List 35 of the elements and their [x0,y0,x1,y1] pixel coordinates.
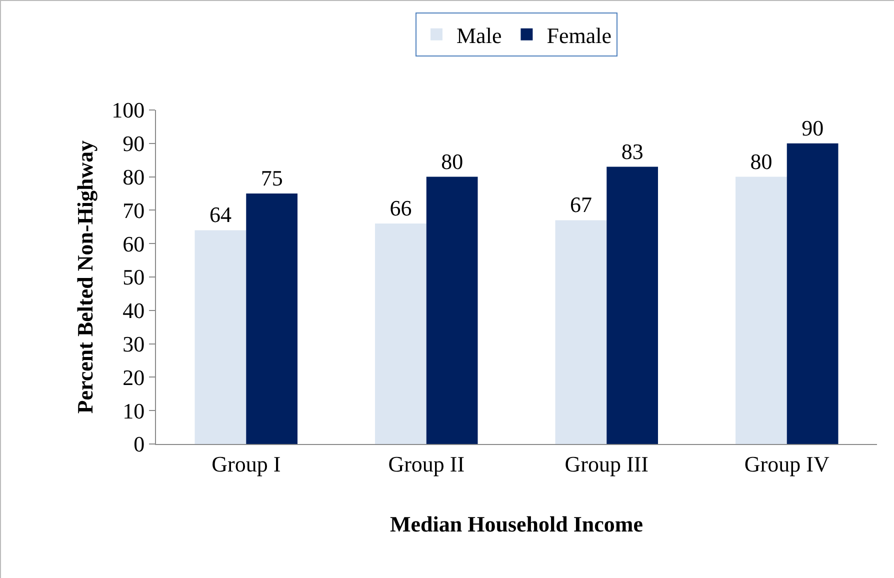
bar [736,176,787,444]
data-label: 80 [441,148,464,174]
x-tick-label: Group IV [744,451,830,476]
data-label: 83 [621,138,644,164]
bar [606,166,658,444]
y-tick-label: 80 [122,164,145,190]
bar [555,220,607,444]
bar [786,143,838,444]
y-tick-label: 60 [122,231,145,256]
data-label: 90 [802,115,824,140]
data-label: 75 [260,166,283,190]
legend-label: Female [546,22,612,48]
bar [246,194,298,444]
y-tick-label: 50 [122,264,145,290]
x-tick-label: Group II [388,451,465,476]
y-tick-label: 40 [122,298,145,324]
y-tick-label: 20 [122,364,145,390]
bar [426,176,478,444]
x-tick-label: Group I [212,451,281,476]
data-label: 66 [390,196,412,221]
data-label: 67 [570,192,592,218]
y-tick-label: 30 [122,332,145,356]
data-label: 64 [209,202,232,228]
y-tick-label: 100 [112,98,145,123]
y-tick-label: 10 [122,398,145,424]
bar [194,230,246,444]
y-axis-title: Percent Belted Non-Highway [72,140,98,414]
x-axis-title: Median Household Income [390,511,644,536]
y-tick-label: 90 [122,131,145,156]
data-label: 80 [750,148,772,174]
y-tick-label: 70 [122,198,145,223]
bar [375,224,426,444]
x-tick-label: Group III [564,451,648,476]
y-tick-label: 0 [134,432,145,457]
legend-label: Male [456,22,502,48]
